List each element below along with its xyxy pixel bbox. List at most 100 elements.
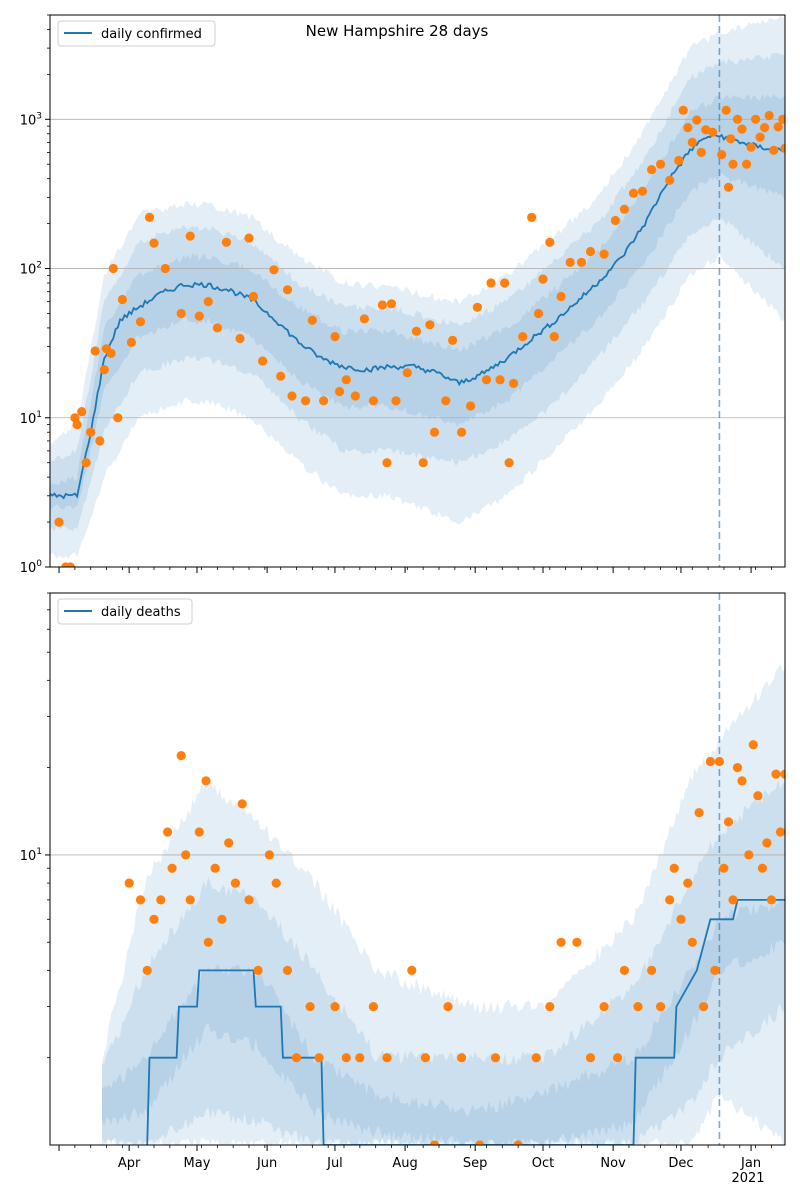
confirmed-observed-point xyxy=(144,212,155,222)
month-label: Jun xyxy=(256,1156,277,1171)
x-axis-year-label: 2021 xyxy=(731,1171,764,1186)
confirmed-observed-point xyxy=(495,375,505,385)
month-label: Jul xyxy=(326,1156,343,1171)
confirmed-observed-point xyxy=(203,297,213,307)
confirmed-observed-point xyxy=(466,401,476,411)
deaths-observed-point xyxy=(230,878,240,888)
confirmed-observed-point xyxy=(637,186,648,196)
confirmed-observed-point xyxy=(269,265,279,275)
deaths-observed-point xyxy=(732,763,743,773)
deaths-observed-point xyxy=(429,1140,440,1145)
deaths-uncertainty-bands xyxy=(102,664,785,1145)
confirmed-observed-point xyxy=(382,458,392,468)
confirmed-ytick-label: 101 xyxy=(20,410,42,427)
confirmed-observed-point xyxy=(769,145,779,155)
confirmed-observed-point xyxy=(533,308,544,319)
deaths-observed-point xyxy=(669,863,679,873)
deaths-observed-point xyxy=(766,895,777,905)
confirmed-observed-point xyxy=(780,143,785,153)
deaths-observed-point xyxy=(264,850,274,860)
deaths-observed-point xyxy=(210,863,220,873)
deaths-ytick-label: 101 xyxy=(20,847,42,864)
deaths-observed-point xyxy=(513,1140,523,1145)
confirmed-observed-point xyxy=(760,123,770,133)
deaths-observed-point xyxy=(545,1002,555,1012)
confirmed-observed-point xyxy=(99,365,109,375)
month-label: Jan xyxy=(740,1156,761,1171)
confirmed-observed-point xyxy=(429,427,440,437)
confirmed-observed-point xyxy=(723,182,734,192)
deaths-observed-point xyxy=(572,937,582,947)
confirmed-observed-point xyxy=(717,150,727,160)
confirmed-axes-frame xyxy=(49,14,786,568)
confirmed-observed-point xyxy=(628,188,639,198)
confirmed-observed-point xyxy=(77,407,87,417)
confirmed-observed-point xyxy=(746,142,756,152)
deaths-observed-point xyxy=(305,1002,315,1012)
confirmed-observed-point xyxy=(656,159,666,169)
confirmed-observed-point xyxy=(565,257,575,267)
confirmed-observed-point xyxy=(737,124,747,134)
deaths-observed-point xyxy=(194,827,204,837)
confirmed-observed-point xyxy=(683,123,693,133)
deaths-axes-border xyxy=(49,592,786,1146)
month-label: Dec xyxy=(668,1156,693,1171)
confirmed-observed-point xyxy=(194,311,204,321)
deaths-observed-point xyxy=(633,1002,643,1012)
deaths-observed-point xyxy=(382,1053,392,1063)
confirmed-observed-point xyxy=(391,396,401,406)
confirmed-gridlines xyxy=(50,118,785,419)
confirmed-band-1 xyxy=(50,52,785,532)
deaths-observed-point xyxy=(719,863,729,873)
deaths-observed-point xyxy=(619,965,630,976)
confirmed-observed-point xyxy=(160,263,170,274)
confirmed-legend: daily confirmed xyxy=(57,20,216,47)
confirmed-observed-point xyxy=(678,105,688,115)
month-label: Aug xyxy=(392,1156,417,1171)
confirmed-observed-point xyxy=(418,458,428,468)
confirmed-observed-point xyxy=(504,458,514,468)
confirmed-observed-point xyxy=(441,396,451,406)
confirmed-observed-point xyxy=(674,155,684,166)
confirmed-observed-point xyxy=(282,285,293,295)
deaths-observed-point xyxy=(737,776,747,786)
confirmed-observed-point xyxy=(545,237,555,247)
confirmed-observed-point xyxy=(258,356,268,366)
confirmed-observed-point xyxy=(692,115,702,125)
confirmed-observed-point xyxy=(481,375,492,385)
deaths-observed-point xyxy=(753,791,763,801)
deaths-observed-point xyxy=(656,1002,666,1012)
confirmed-observed-point xyxy=(665,175,675,185)
deaths-observed-point xyxy=(771,769,781,779)
confirmed-observed-point xyxy=(81,458,91,468)
deaths-legend: daily deaths xyxy=(57,598,193,625)
deaths-legend-label: daily deaths xyxy=(101,605,181,620)
confirmed-observed-point xyxy=(386,299,397,309)
deaths-observed-point xyxy=(723,817,734,827)
confirmed-observed-point xyxy=(248,291,259,302)
deaths-observed-point xyxy=(237,799,247,809)
confirmed-observed-point xyxy=(647,165,657,175)
deaths-observed-point xyxy=(201,776,211,786)
confirmed-observed-point xyxy=(508,378,519,388)
deaths-observed-point xyxy=(149,914,159,924)
deaths-observed-point xyxy=(676,914,686,924)
confirmed-observed-point xyxy=(244,233,254,243)
confirmed-observed-point xyxy=(108,263,118,274)
confirmed-observed-point xyxy=(742,159,752,169)
deaths-x-ticks xyxy=(58,1145,772,1151)
deaths-observed-point xyxy=(163,827,173,837)
deaths-observed-point xyxy=(714,756,725,767)
confirmed-observed-point xyxy=(359,314,369,324)
confirmed-observed-point xyxy=(610,215,621,226)
deaths-observed-point xyxy=(135,895,146,905)
confirmed-observed-point xyxy=(377,300,387,310)
confirmed-observed-point xyxy=(185,231,195,241)
confirmed-observed-point xyxy=(755,132,765,142)
confirmed-observed-point xyxy=(235,333,245,344)
confirmed-observed-point xyxy=(287,391,297,401)
deaths-observed-point xyxy=(748,740,758,750)
confirmed-observed-point xyxy=(106,348,116,358)
month-label: Sep xyxy=(463,1156,488,1171)
deaths-observed-point xyxy=(728,895,738,905)
